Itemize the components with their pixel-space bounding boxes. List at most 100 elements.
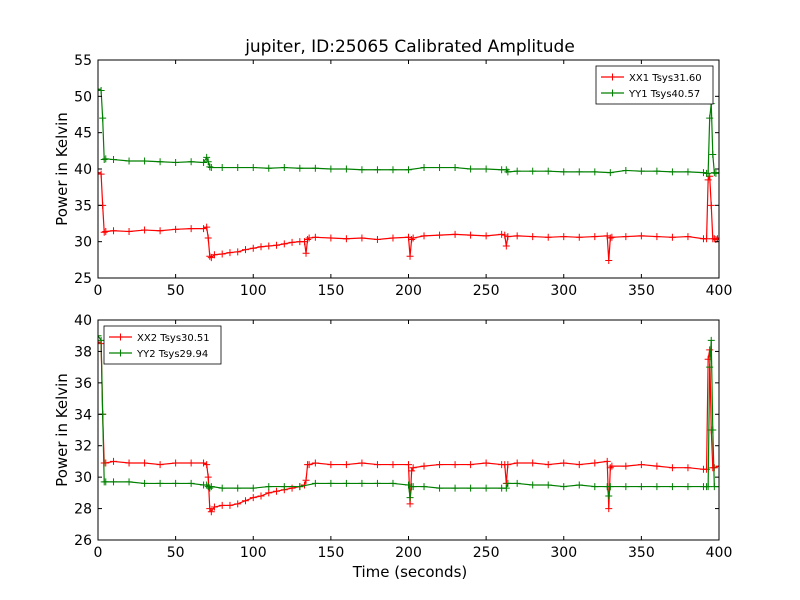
y-tick-label: 35 — [74, 198, 92, 214]
y-tick-label: 34 — [74, 407, 92, 423]
data-point — [406, 252, 414, 260]
legend-label: YY1 Tsys40.57 — [628, 89, 700, 100]
data-point — [311, 233, 319, 241]
data-point — [436, 231, 444, 239]
data-point — [408, 235, 416, 243]
data-point — [358, 479, 366, 487]
x-tick-label: 200 — [395, 283, 422, 299]
data-point — [603, 457, 611, 465]
data-point — [234, 484, 242, 492]
x-tick-label: 100 — [240, 545, 267, 561]
data-point — [653, 462, 661, 470]
y-tick-label: 36 — [74, 376, 92, 392]
data-point — [504, 233, 512, 241]
data-point — [575, 461, 583, 469]
data-point — [389, 461, 397, 469]
x-tick-label: 300 — [550, 283, 577, 299]
data-point — [436, 164, 444, 172]
data-point — [156, 158, 164, 166]
data-point — [560, 459, 568, 467]
data-point — [98, 169, 102, 177]
data-point — [172, 158, 180, 166]
data-point — [172, 225, 180, 233]
data-point — [436, 484, 444, 492]
data-point — [102, 155, 110, 163]
data-point — [622, 483, 630, 491]
data-point — [110, 478, 118, 486]
data-point — [249, 244, 257, 252]
data-point — [100, 228, 108, 236]
y-tick-label: 40 — [74, 313, 92, 329]
data-point — [342, 235, 350, 243]
data-point — [715, 234, 719, 242]
data-point — [544, 481, 552, 489]
data-point — [342, 165, 350, 173]
x-tick-label: 150 — [318, 283, 345, 299]
x-tick-label: 350 — [628, 545, 655, 561]
data-point — [172, 459, 180, 467]
data-point — [98, 85, 102, 93]
data-point — [156, 479, 164, 487]
data-point — [373, 479, 381, 487]
data-point — [637, 167, 645, 175]
y-tick-label: 25 — [74, 271, 92, 287]
data-point — [200, 459, 208, 467]
data-point — [706, 346, 714, 354]
data-point — [98, 336, 105, 344]
chart-panel-1: 0 50 100 150 200 250 300 350 400 25 30 35 40 45 50 55 Po… — [53, 53, 732, 299]
series-line — [98, 88, 719, 174]
data-point — [482, 165, 490, 173]
data-point — [125, 157, 133, 165]
data-point — [210, 251, 218, 259]
legend-marker — [609, 73, 616, 81]
legend-item: XX2 Tsys30.51 — [109, 333, 210, 344]
data-point — [203, 481, 211, 489]
data-point — [265, 164, 273, 172]
data-point — [226, 501, 234, 509]
data-point — [668, 483, 676, 491]
data-point — [98, 338, 102, 346]
data-point — [373, 166, 381, 174]
data-point — [100, 156, 108, 164]
data-point — [141, 226, 149, 234]
x-tick-label: 250 — [473, 545, 500, 561]
data-point — [608, 233, 616, 241]
data-point — [280, 164, 288, 172]
y-axis-label: Power in Kelvin — [53, 112, 71, 226]
data-point — [668, 464, 676, 472]
data-point — [234, 248, 242, 256]
data-point — [327, 234, 335, 242]
data-point — [713, 235, 719, 243]
data-point — [265, 483, 273, 491]
data-point — [591, 459, 599, 467]
data-point — [451, 230, 459, 238]
data-point — [709, 150, 717, 158]
x-tick-label: 50 — [167, 283, 185, 299]
data-point — [141, 479, 149, 487]
data-point — [226, 249, 234, 257]
data-point — [684, 168, 692, 176]
data-point — [504, 168, 512, 176]
data-point — [637, 461, 645, 469]
x-tick-label: 400 — [706, 545, 733, 561]
series-1 — [98, 169, 719, 265]
data-point — [606, 464, 614, 472]
data-point — [327, 165, 335, 173]
data-point — [699, 169, 707, 177]
data-point — [203, 153, 211, 161]
data-point — [172, 479, 180, 487]
series-1 — [98, 338, 719, 516]
data-point — [544, 167, 552, 175]
data-point — [467, 165, 475, 173]
x-tick-label: 250 — [473, 283, 500, 299]
data-point — [704, 169, 712, 177]
data-point — [513, 479, 521, 487]
data-point — [451, 484, 459, 492]
data-point — [544, 233, 552, 241]
chart-title: jupiter, ID:25065 Calibrated Amplitude — [244, 37, 575, 57]
data-point — [501, 231, 509, 239]
data-point — [280, 240, 288, 248]
data-point — [420, 232, 428, 240]
legend: XX1 Tsys31.60 YY1 Tsys40.57 — [595, 65, 714, 105]
data-point — [110, 156, 118, 164]
